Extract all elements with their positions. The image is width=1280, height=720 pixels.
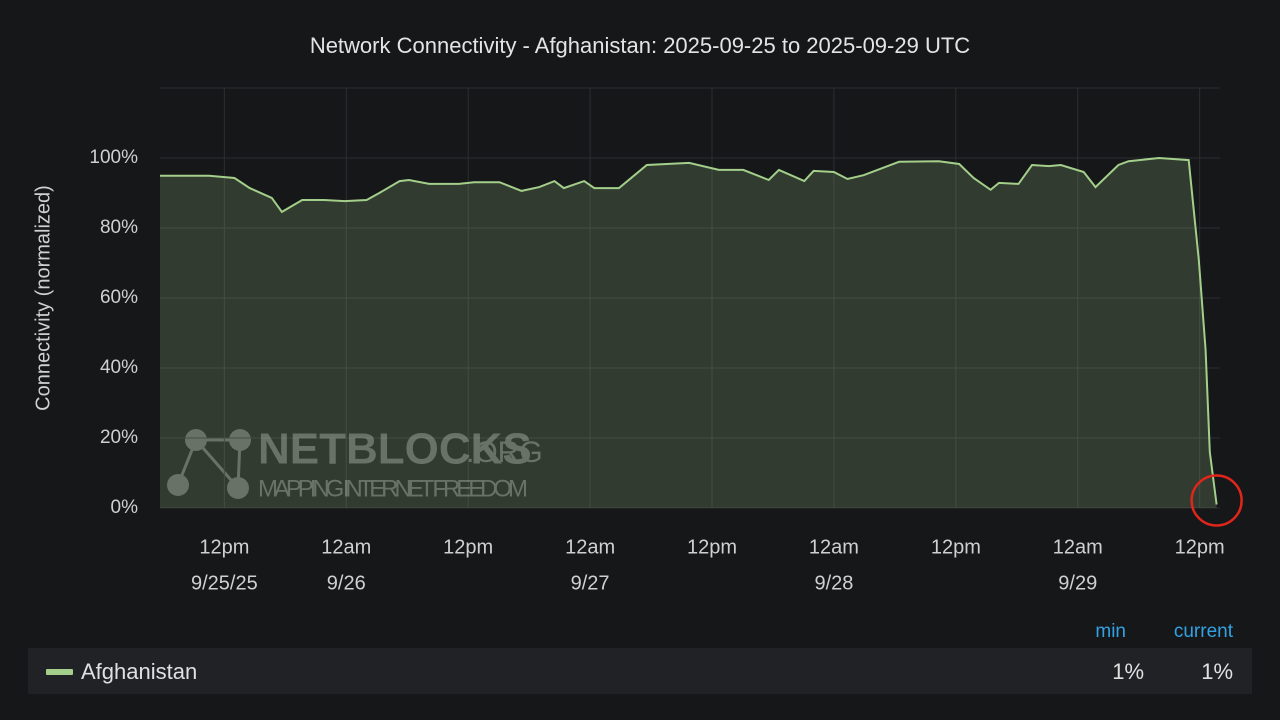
watermark-logo	[167, 429, 251, 499]
y-tick-label: 20%	[100, 427, 138, 448]
chart-title: Network Connectivity - Afghanistan: 2025…	[310, 33, 970, 58]
y-tick-label: 100%	[89, 147, 138, 168]
x-tick-label: 12am	[1053, 536, 1103, 558]
legend-row	[28, 648, 1252, 694]
watermark: NETBLOCKS.ORG MAPPING INTERNET FREEDOM	[258, 425, 543, 503]
x-tick-label: 9/28	[814, 572, 853, 594]
legend-column-header: min	[1095, 621, 1126, 642]
x-tick-label: 9/27	[571, 572, 610, 594]
watermark-tagline: MAPPING INTERNET FREEDOM	[258, 475, 528, 502]
y-tick-label: 40%	[100, 357, 138, 378]
y-tick-label: 60%	[100, 287, 138, 308]
x-tick-label: 12pm	[443, 536, 493, 558]
line	[160, 156, 1218, 505]
watermark-suffix: .ORG	[466, 436, 543, 469]
x-tick-label: 12am	[565, 536, 615, 558]
area	[160, 158, 1217, 508]
y-tick-label: 80%	[100, 217, 138, 238]
x-tick-label: 9/25/25	[191, 572, 258, 594]
x-tick-label: 12pm	[687, 536, 737, 558]
legend-value: 1%	[1112, 659, 1144, 684]
x-tick-label: 9/29	[1058, 572, 1097, 594]
legend-label: Afghanistan	[81, 659, 197, 684]
y-tick-label: 0%	[111, 497, 139, 518]
legend-column-header: current	[1174, 621, 1234, 642]
highlight-circle	[1190, 474, 1243, 527]
legend-swatch	[46, 669, 73, 675]
legend-value: 1%	[1201, 659, 1233, 684]
x-tick-label: 12pm	[199, 536, 249, 558]
x-tick-label: 9/26	[327, 572, 366, 594]
x-tick-label: 12pm	[1175, 536, 1225, 558]
x-tick-label: 12am	[809, 536, 859, 558]
x-tick-label: 12pm	[931, 536, 981, 558]
y-axis-label: Connectivity (normalized)	[32, 185, 54, 411]
watermark-name: NETBLOCKS	[258, 425, 532, 474]
x-tick-label: 12am	[321, 536, 371, 558]
